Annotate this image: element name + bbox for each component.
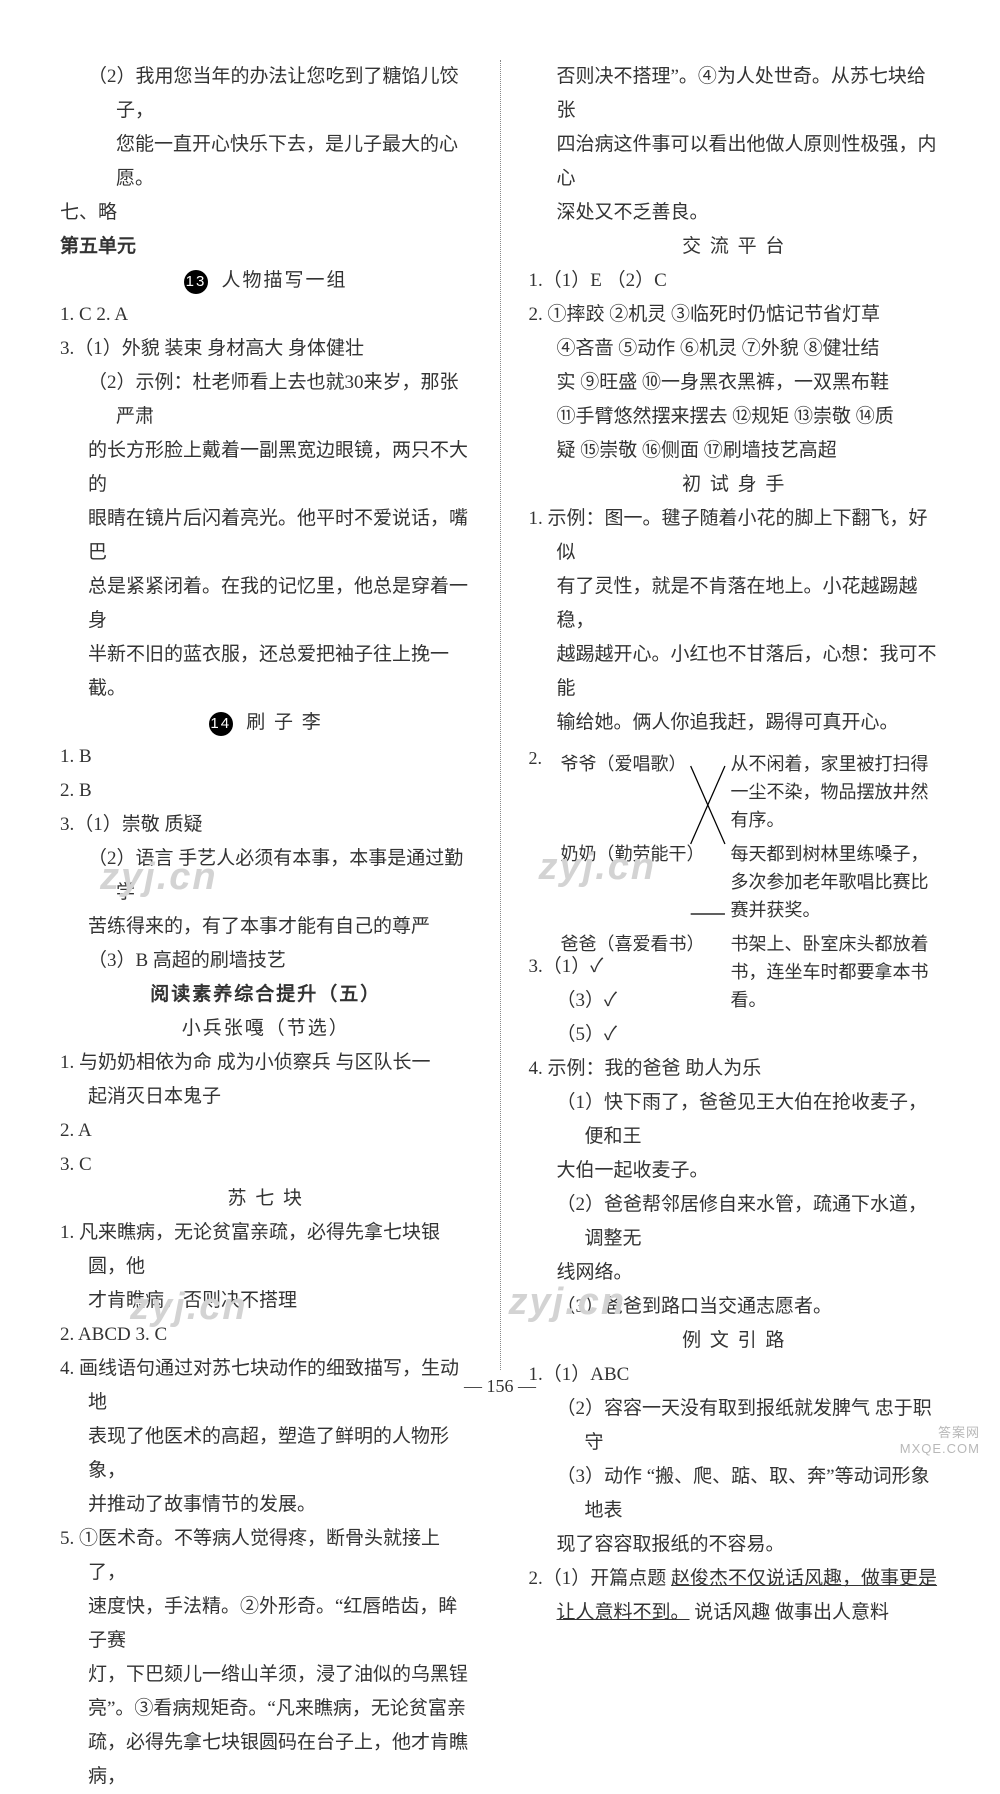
text-line: 有了灵性，就是不肯落在地上。小花越踢越稳， (529, 570, 941, 638)
text-line: 才肯瞧病，否则决不搭理 (60, 1284, 472, 1318)
text-line: 线网络。 (529, 1256, 941, 1290)
match-right: 每天都到树林里练嗓子，多次参加老年歌唱比赛比赛并获奖。 (721, 840, 941, 924)
text-line: 1.（1）E （2）C (529, 264, 941, 298)
text-line: 1. 与奶奶相依为命 成为小侦察兵 与区队长一 (60, 1046, 472, 1080)
text-line: （2）爸爸帮邻居修自来水管，疏通下水道，调整无 (529, 1188, 941, 1256)
match-right: 从不闲着，家里被打扫得一尘不染，物品摆放井然有序。 (721, 750, 941, 834)
text-line: 1. 示例：图一。毽子随着小花的脚上下翻飞，好似 (529, 502, 941, 570)
text-line: 总是紧紧闭着。在我的记忆里，他总是穿着一身 (60, 570, 472, 638)
text-line: 3. C (60, 1148, 472, 1182)
text-line: 4. 示例：我的爸爸 助人为乐 (529, 1052, 941, 1086)
text-line: 的长方形脸上戴着一副黑宽边眼镜，两只不大的 (60, 434, 472, 502)
sub-heading: 阅读素养综合提升（五） (60, 978, 472, 1012)
unit-heading: 第五单元 (60, 230, 472, 264)
match-left: 爸爸（喜爱看书） (557, 930, 721, 958)
two-column-layout: （2）我用您当年的办法让您吃到了糖馅儿饺子， 您能一直开心快乐下去，是儿子最大的… (60, 60, 940, 1370)
text-line: 2.（1）开篇点题 赵俊杰不仅说话风趣，做事更是 (529, 1562, 941, 1596)
sub-heading: 初 试 身 手 (529, 468, 941, 502)
matching-diagram: 2. 爷爷（爱唱歌） 从不闲着，家里被打扫得一尘不染，物品摆放井然有序。 奶奶（… (529, 744, 941, 944)
text-line: 3.（1）崇敬 质疑 (60, 808, 472, 842)
text-line: 1. C 2. A (60, 298, 472, 332)
underlined-text: 赵俊杰不仅说话风趣，做事更是 (671, 1568, 937, 1589)
match-right: 书架上、卧室床头都放着书，连坐车时都要拿本书看。 (721, 930, 941, 1014)
text-line: （2）示例：杜老师看上去也就30来岁，那张严肃 (60, 366, 472, 434)
text-line: 表现了他医术的高超，塑造了鲜明的人物形象， (60, 1420, 472, 1488)
text-line: 让人意料不到。 说话风趣 做事出人意料 (529, 1596, 941, 1630)
lesson-title-text: 人物描写一组 (221, 270, 347, 291)
sub-heading: 例 文 引 路 (529, 1324, 941, 1358)
lesson-title: 13 人物描写一组 (60, 264, 472, 298)
text-line: 大伯一起收麦子。 (529, 1154, 941, 1188)
lesson-badge-14: 14 (209, 712, 233, 736)
text-line: 疏，必得先拿七块银圆码在台子上，他才肯瞧病， (60, 1726, 472, 1794)
text-line: 您能一直开心快乐下去，是儿子最大的心愿。 (60, 128, 472, 196)
text-line: （2）我用您当年的办法让您吃到了糖馅儿饺子， (60, 60, 472, 128)
sub-heading: 苏 七 块 (60, 1182, 472, 1216)
text-line: 疑 ⑮崇敬 ⑯侧面 ⑰刷墙技艺高超 (529, 434, 941, 468)
text-line: 2. A (60, 1114, 472, 1148)
text-line: 现了容容取报纸的不容易。 (529, 1528, 941, 1562)
text-line: 速度快，手法精。②外形奇。“红唇皓齿，眸子赛 (60, 1590, 472, 1658)
lesson-badge-13: 13 (184, 270, 208, 294)
text-line: 输给她。俩人你追我赶，踢得可真开心。 (529, 706, 941, 740)
right-column: 否则决不搭理”。④为人处世奇。从苏七块给张 四治病这件事可以看出他做人原则性极强… (529, 60, 941, 1370)
text-span: 说话风趣 做事出人意料 (690, 1602, 890, 1623)
text-line: 越踢越开心。小红也不甘落后，心想：我可不能 (529, 638, 941, 706)
sub-heading: 小兵张嘎（节选） (60, 1012, 472, 1046)
text-line: ⑪手臂悠然摆来摆去 ⑫规矩 ⑬崇敬 ⑭质 (529, 400, 941, 434)
text-line: 起消灭日本鬼子 (60, 1080, 472, 1114)
text-line: 1. 凡来瞧病，无论贫富亲疏，必得先拿七块银圆，他 (60, 1216, 472, 1284)
left-column: （2）我用您当年的办法让您吃到了糖馅儿饺子， 您能一直开心快乐下去，是儿子最大的… (60, 60, 472, 1370)
lesson-title: 14 刷 子 李 (60, 706, 472, 740)
text-line: 3.（1）外貌 装束 身材高大 身体健壮 (60, 332, 472, 366)
page: （2）我用您当年的办法让您吃到了糖馅儿饺子， 您能一直开心快乐下去，是儿子最大的… (0, 0, 1000, 1471)
text-line: 眼睛在镜片后闪着亮光。他平时不爱说话，嘴巴 (60, 502, 472, 570)
text-line: 七、略 (60, 196, 472, 230)
text-line: 灯，下巴颏儿一绺山羊须，浸了油似的乌黑锃 (60, 1658, 472, 1692)
match-left: 奶奶（勤劳能干） (557, 840, 721, 868)
text-line: 四治病这件事可以看出他做人原则性极强，内心 (529, 128, 941, 196)
footer-watermark: 答案网 MXQE.COM (900, 1425, 980, 1457)
sub-heading: 交 流 平 台 (529, 230, 941, 264)
text-line: ④吝啬 ⑤动作 ⑥机灵 ⑦外貌 ⑧健壮结 (529, 332, 941, 366)
text-line: 5. ①医术奇。不等病人觉得疼，断骨头就接上了， (60, 1522, 472, 1590)
match-left: 爷爷（爱唱歌） (557, 750, 721, 778)
text-line: 亮”。③看病规矩奇。“凡来瞧病，无论贫富亲 (60, 1692, 472, 1726)
text-line: （1）快下雨了，爸爸见王大伯在抢收麦子，便和王 (529, 1086, 941, 1154)
text-line: 半新不旧的蓝衣服，还总爱把袖子往上挽一截。 (60, 638, 472, 706)
column-divider (500, 60, 501, 1370)
text-line: 2. B (60, 774, 472, 808)
text-line: 深处又不乏善良。 (529, 196, 941, 230)
lesson-title-text: 刷 子 李 (246, 712, 323, 733)
footer-wm-line2: MXQE.COM (900, 1441, 980, 1457)
text-line: 并推动了故事情节的发展。 (60, 1488, 472, 1522)
text-line: 苦练得来的，有了本事才能有自己的尊严 (60, 910, 472, 944)
text-line: （2）容容一天没有取到报纸就发脾气 忠于职守 (529, 1392, 941, 1460)
text-span: 2.（1）开篇点题 (529, 1568, 672, 1589)
text-line: 1. B (60, 740, 472, 774)
text-line: 实 ⑨旺盛 ⑩一身黑衣黑裤，一双黑布鞋 (529, 366, 941, 400)
text-line: （3）动作 “搬、爬、踮、取、奔”等动词形象地表 (529, 1460, 941, 1528)
text-line: （3）爸爸到路口当交通志愿者。 (529, 1290, 941, 1324)
item-number: 2. (529, 744, 543, 772)
text-line: 4. 画线语句通过对苏七块动作的细致描写，生动地 (60, 1352, 472, 1420)
underlined-text: 让人意料不到。 (557, 1602, 690, 1623)
text-line: 1.（1）ABC (529, 1358, 941, 1392)
text-line: 否则决不搭理”。④为人处世奇。从苏七块给张 (529, 60, 941, 128)
text-line: （2）语言 手艺人必须有本事，本事是通过勤学 (60, 842, 472, 910)
text-line: （5）✓ (529, 1018, 941, 1052)
text-line: 2. ①摔跤 ②机灵 ③临死时仍惦记节省灯草 (529, 298, 941, 332)
text-line: （3）B 高超的刷墙技艺 (60, 944, 472, 978)
footer-wm-line1: 答案网 (900, 1425, 980, 1441)
text-line: 2. ABCD 3. C (60, 1318, 472, 1352)
